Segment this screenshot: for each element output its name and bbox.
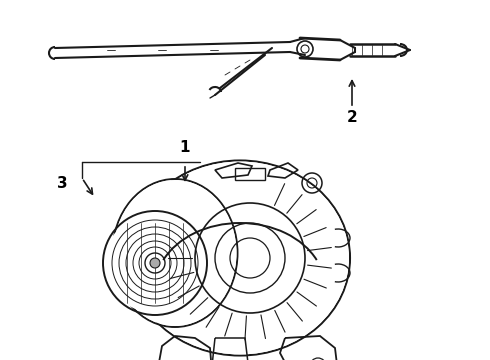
- Ellipse shape: [114, 180, 237, 326]
- Text: 2: 2: [346, 111, 357, 126]
- Text: 3: 3: [57, 175, 67, 190]
- Ellipse shape: [131, 162, 349, 355]
- Circle shape: [150, 258, 160, 268]
- Text: 1: 1: [180, 140, 190, 156]
- Circle shape: [105, 213, 205, 313]
